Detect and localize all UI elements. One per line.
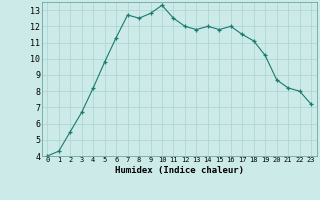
X-axis label: Humidex (Indice chaleur): Humidex (Indice chaleur)	[115, 166, 244, 175]
